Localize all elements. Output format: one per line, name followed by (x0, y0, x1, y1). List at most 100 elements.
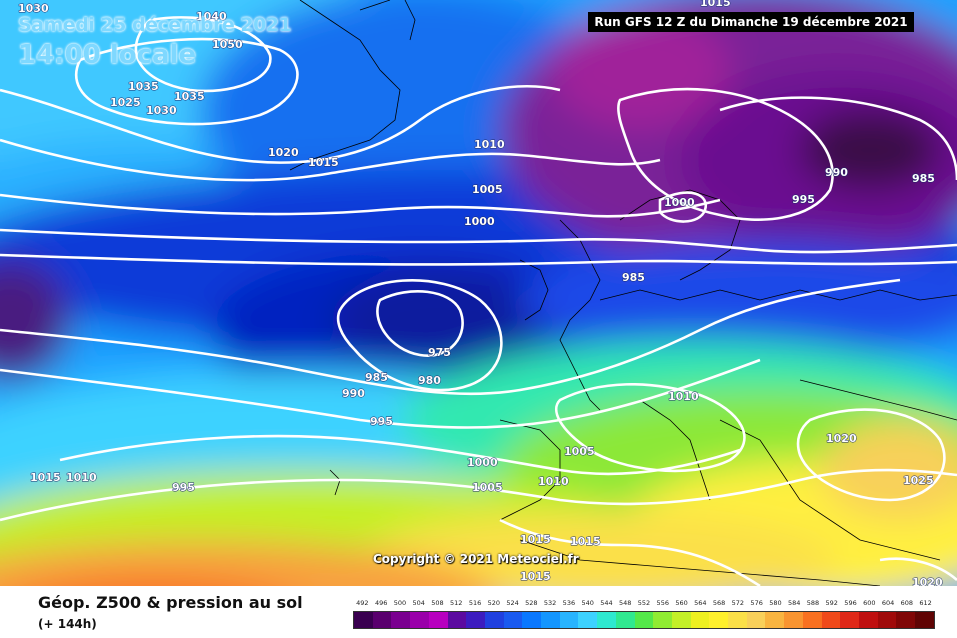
isobar-label: 1025 (903, 474, 934, 487)
scale-swatch (915, 612, 934, 628)
scale-label: 572 (731, 599, 745, 607)
isobar-label: 995 (792, 193, 815, 206)
isobar-label: 990 (825, 166, 848, 179)
isobar-label: 1015 (308, 156, 339, 169)
scale-swatch (354, 612, 373, 628)
scale-swatch (484, 612, 504, 628)
scale-swatch (410, 612, 429, 628)
scale-label: 608 (900, 599, 914, 607)
isobar-label: 990 (342, 387, 365, 400)
isobar-label: 1005 (472, 481, 503, 494)
scale-swatch (541, 612, 560, 628)
scale-swatch (896, 612, 916, 628)
scale-swatch (634, 612, 654, 628)
scale-swatch (690, 612, 710, 628)
isobar-label: 1015 (570, 535, 601, 548)
isobar-lines (0, 16, 957, 586)
scale-label: 508 (431, 599, 444, 607)
isobar-label: 1015 (700, 0, 731, 9)
product-title: Géop. Z500 & pression au sol (38, 593, 303, 612)
scale-label: 520 (487, 599, 501, 607)
isobar-label: 1020 (268, 146, 299, 159)
scale-label: 568 (712, 599, 726, 607)
scale-label: 492 (356, 599, 369, 607)
run-info-banner: Run GFS 12 Z du Dimanche 19 décembre 202… (588, 12, 914, 32)
scale-label: 548 (619, 599, 632, 607)
scale-swatch (428, 612, 448, 628)
scale-swatch (391, 612, 411, 628)
scale-swatch (653, 612, 672, 628)
isobar-label: 1005 (472, 183, 503, 196)
isobar-label: 1005 (564, 445, 595, 458)
scale-label: 532 (543, 599, 557, 607)
scale-swatch (784, 612, 803, 628)
scale-label: 552 (637, 599, 651, 607)
scale-label: 612 (919, 599, 932, 607)
scale-swatch (559, 612, 579, 628)
isobar-label: 985 (912, 172, 935, 185)
scale-label: 512 (450, 599, 463, 607)
scale-swatch (765, 612, 785, 628)
scale-label: 604 (881, 599, 895, 607)
scale-label: 596 (844, 599, 857, 607)
isobar-label: 1015 (520, 570, 551, 583)
map-canvas: 1030 1040 1050 1035 1025 1030 1035 1020 … (0, 0, 957, 586)
isobar-label: 1015 (520, 533, 551, 546)
isobar-label: 1000 (464, 215, 495, 228)
isobar-label: 1015 (30, 471, 61, 484)
scale-label: 544 (600, 599, 613, 607)
scale-swatch (802, 612, 822, 628)
scale-swatch (372, 612, 392, 628)
scale-label: 536 (562, 599, 576, 607)
scale-label: 592 (825, 599, 838, 607)
scale-swatch (746, 612, 766, 628)
scale-swatch (615, 612, 635, 628)
isobar-label: 1050 (212, 38, 243, 51)
scale-label: 528 (525, 599, 538, 607)
isobar-label: 1010 (538, 475, 569, 488)
scale-swatch (821, 612, 841, 628)
isobar-label: 1010 (668, 390, 699, 403)
isobar-label: 985 (365, 371, 388, 384)
scale-label: 584 (787, 599, 801, 607)
isobar-label: 1010 (474, 138, 505, 151)
scale-swatch (503, 612, 523, 628)
scale-label: 556 (656, 599, 669, 607)
scale-label: 564 (694, 599, 707, 607)
scale-swatch (597, 612, 616, 628)
copyright-notice: Copyright © 2021 Meteociel.fr (373, 552, 579, 566)
isobar-label: 1040 (196, 10, 227, 23)
scale-swatch (877, 612, 897, 628)
isobar-label: 1030 (18, 2, 49, 15)
isobar-label: 1025 (110, 96, 141, 109)
scale-label: 496 (374, 599, 388, 607)
isobar-label: 995 (172, 481, 195, 494)
color-scale-labels: 492 496 500 504 508 512 516 520 524 528 532 536 540 5… (353, 599, 935, 608)
scale-label: 540 (581, 599, 594, 607)
isobar-label: 1035 (128, 80, 159, 93)
scale-label: 560 (675, 599, 688, 607)
isobar-label: 995 (370, 415, 393, 428)
isobar-label: 1000 (467, 456, 498, 469)
weather-map: 1030 1040 1050 1035 1025 1030 1035 1020 … (0, 0, 957, 586)
scale-label: 576 (750, 599, 763, 607)
isobar-label: 1030 (146, 104, 177, 117)
valid-time: 14:00 locale (18, 40, 197, 70)
scale-label: 588 (806, 599, 820, 607)
valid-date: Samedi 25 décembre 2021 (18, 14, 292, 36)
isobar-labels: 1030 1040 1050 1035 1025 1030 1035 1020 … (18, 0, 944, 586)
scale-label: 524 (506, 599, 519, 607)
isobar-label: 1000 (664, 196, 695, 209)
scale-label: 600 (863, 599, 876, 607)
scale-swatch (522, 612, 542, 628)
isobar-label: 1035 (174, 90, 205, 103)
scale-swatch (466, 612, 485, 628)
scale-swatch (447, 612, 467, 628)
scale-swatch (840, 612, 859, 628)
scale-swatch (728, 612, 747, 628)
forecast-lead: (+ 144h) (38, 617, 97, 631)
scale-swatch (709, 612, 729, 628)
isobar-label: 1020 (912, 576, 943, 586)
scale-swatch (858, 612, 878, 628)
isobar-label: 985 (622, 271, 645, 284)
